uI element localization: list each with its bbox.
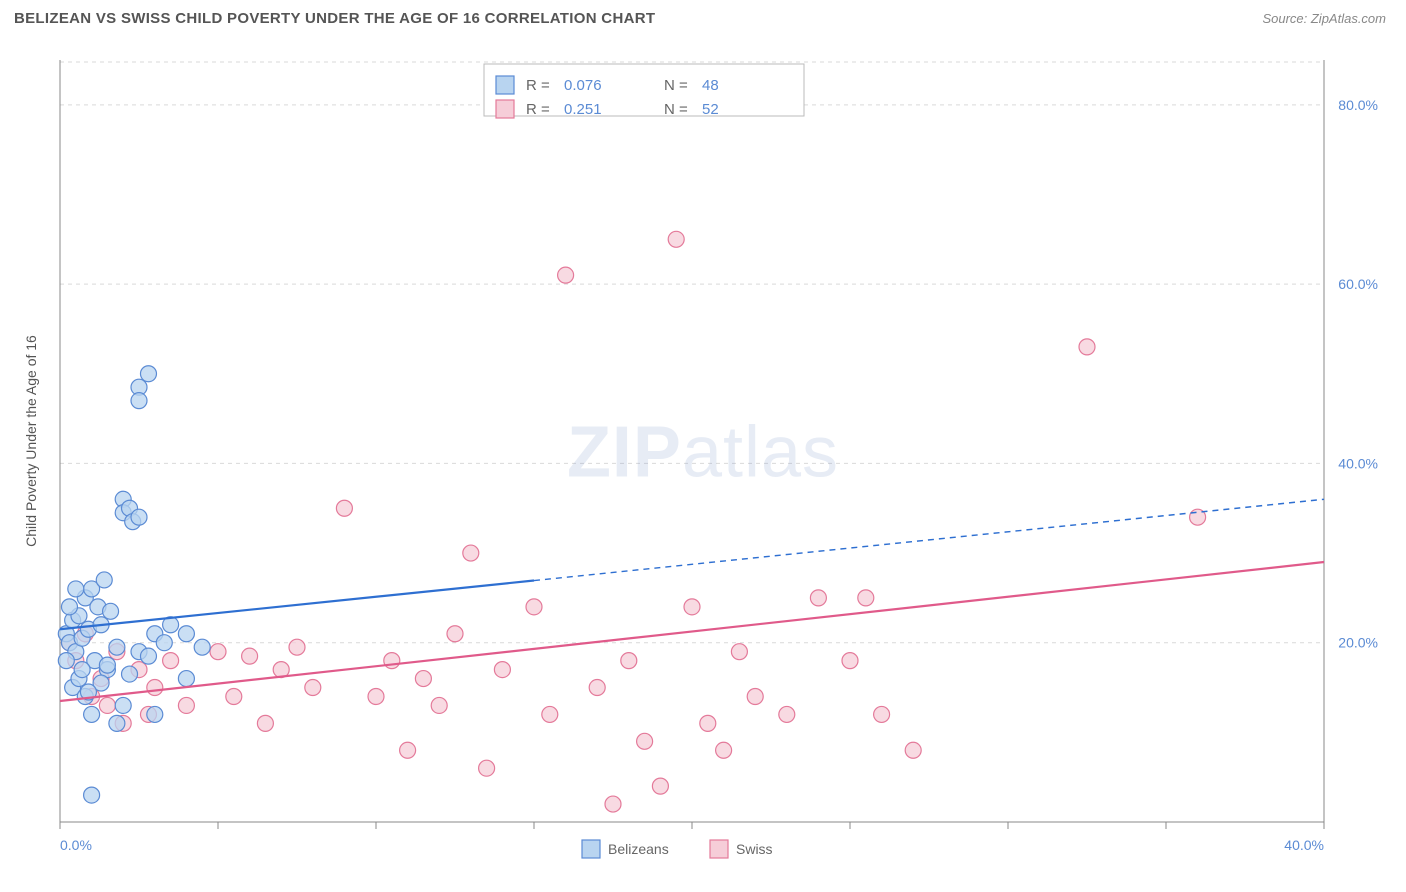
data-point [61, 599, 77, 615]
data-point [652, 778, 668, 794]
data-point [494, 662, 510, 678]
data-point [1079, 339, 1095, 355]
data-point [542, 706, 558, 722]
data-point [368, 688, 384, 704]
data-point [210, 644, 226, 660]
data-point [905, 742, 921, 758]
data-point [305, 680, 321, 696]
data-point [479, 760, 495, 776]
legend-swatch [496, 76, 514, 94]
legend-n-value: 48 [702, 77, 719, 94]
data-point [178, 671, 194, 687]
data-point [226, 688, 242, 704]
data-point [858, 590, 874, 606]
trend-line-extrapolated [534, 499, 1324, 580]
data-point [621, 653, 637, 669]
legend-swatch [710, 840, 728, 858]
data-point [103, 603, 119, 619]
data-point [194, 639, 210, 655]
data-point [526, 599, 542, 615]
data-point [463, 545, 479, 561]
data-point [779, 706, 795, 722]
correlation-scatter-chart: 0.0% 40.0% 20.0% 40.0% 60.0% 80.0% Child Pover… [14, 40, 1392, 878]
data-point [147, 706, 163, 722]
legend-r-value: 0.076 [564, 77, 602, 94]
data-point [178, 697, 194, 713]
data-point [716, 742, 732, 758]
data-point [810, 590, 826, 606]
data-point [68, 581, 84, 597]
data-point [74, 662, 90, 678]
data-point [668, 231, 684, 247]
y-axis-label: Child Poverty Under the Age of 16 [23, 335, 39, 547]
data-point [431, 697, 447, 713]
data-point [84, 706, 100, 722]
data-point [589, 680, 605, 696]
data-point [58, 653, 74, 669]
data-point [131, 509, 147, 525]
data-point [140, 366, 156, 382]
data-point [257, 715, 273, 731]
data-point [99, 697, 115, 713]
data-point [140, 648, 156, 664]
legend-n-value: 52 [702, 101, 719, 118]
y-tick-label: 60.0% [1338, 276, 1378, 292]
data-point [84, 787, 100, 803]
legend-r-value: 0.251 [564, 101, 602, 118]
data-point [336, 500, 352, 516]
source-attribution: Source: ZipAtlas.com [1262, 11, 1386, 26]
chart-container: 0.0% 40.0% 20.0% 40.0% 60.0% 80.0% Child Pover… [14, 40, 1392, 878]
x-tick-label: 0.0% [60, 837, 92, 853]
data-point [874, 706, 890, 722]
trend-line [60, 562, 1324, 701]
data-point [242, 648, 258, 664]
data-point [147, 680, 163, 696]
legend-r-label: R = [526, 77, 550, 94]
data-point [178, 626, 194, 642]
data-point [122, 666, 138, 682]
data-point [637, 733, 653, 749]
x-tick-label: 40.0% [1284, 837, 1324, 853]
data-point [558, 267, 574, 283]
data-point [684, 599, 700, 615]
data-point [109, 715, 125, 731]
y-tick-label: 80.0% [1338, 97, 1378, 113]
legend-series-label: Swiss [736, 841, 773, 857]
data-point [131, 393, 147, 409]
trend-line [60, 581, 534, 630]
legend-n-label: N = [664, 77, 688, 94]
data-point [400, 742, 416, 758]
data-point [747, 688, 763, 704]
legend-swatch [496, 100, 514, 118]
data-point [156, 635, 172, 651]
data-point [109, 639, 125, 655]
data-point [700, 715, 716, 731]
data-point [415, 671, 431, 687]
chart-title: BELIZEAN VS SWISS CHILD POVERTY UNDER TH… [14, 10, 655, 27]
data-point [163, 653, 179, 669]
data-point [99, 657, 115, 673]
legend-n-label: N = [664, 101, 688, 118]
legend-swatch [582, 840, 600, 858]
data-point [731, 644, 747, 660]
source-prefix: Source: [1262, 11, 1310, 26]
source-name: ZipAtlas.com [1311, 11, 1386, 26]
data-point [115, 697, 131, 713]
y-tick-label: 20.0% [1338, 635, 1378, 651]
y-tick-label: 40.0% [1338, 455, 1378, 471]
data-point [447, 626, 463, 642]
data-point [842, 653, 858, 669]
legend-r-label: R = [526, 101, 550, 118]
data-point [289, 639, 305, 655]
data-point [384, 653, 400, 669]
data-point [605, 796, 621, 812]
legend-series-label: Belizeans [608, 841, 669, 857]
data-point [96, 572, 112, 588]
